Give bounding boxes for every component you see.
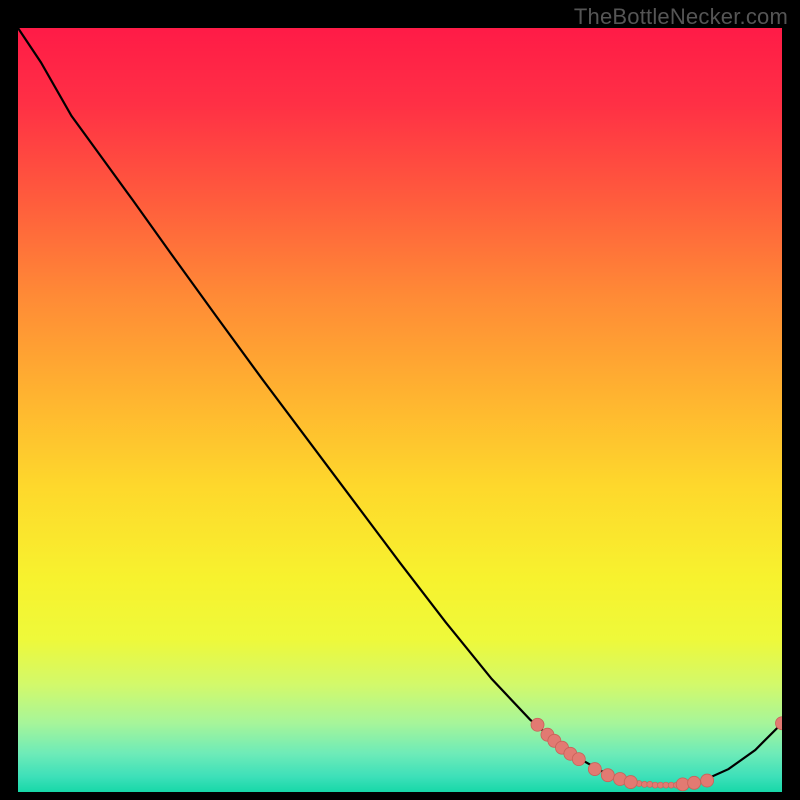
watermark-label: TheBottleNecker.com [574, 4, 788, 30]
curve-marker [701, 774, 714, 787]
bottleneck-curve [18, 28, 782, 786]
chart-svg-layer [18, 28, 782, 792]
curve-marker [531, 718, 544, 731]
chart-plot-area [18, 28, 782, 792]
curve-marker-tiny [647, 781, 653, 787]
curve-marker [676, 778, 689, 791]
curve-marker [601, 769, 614, 782]
curve-marker [588, 763, 601, 776]
curve-marker [572, 753, 585, 766]
curve-marker-group [531, 717, 782, 791]
curve-marker [624, 776, 637, 789]
curve-marker [688, 776, 701, 789]
curve-marker-tiny-group [636, 781, 679, 789]
